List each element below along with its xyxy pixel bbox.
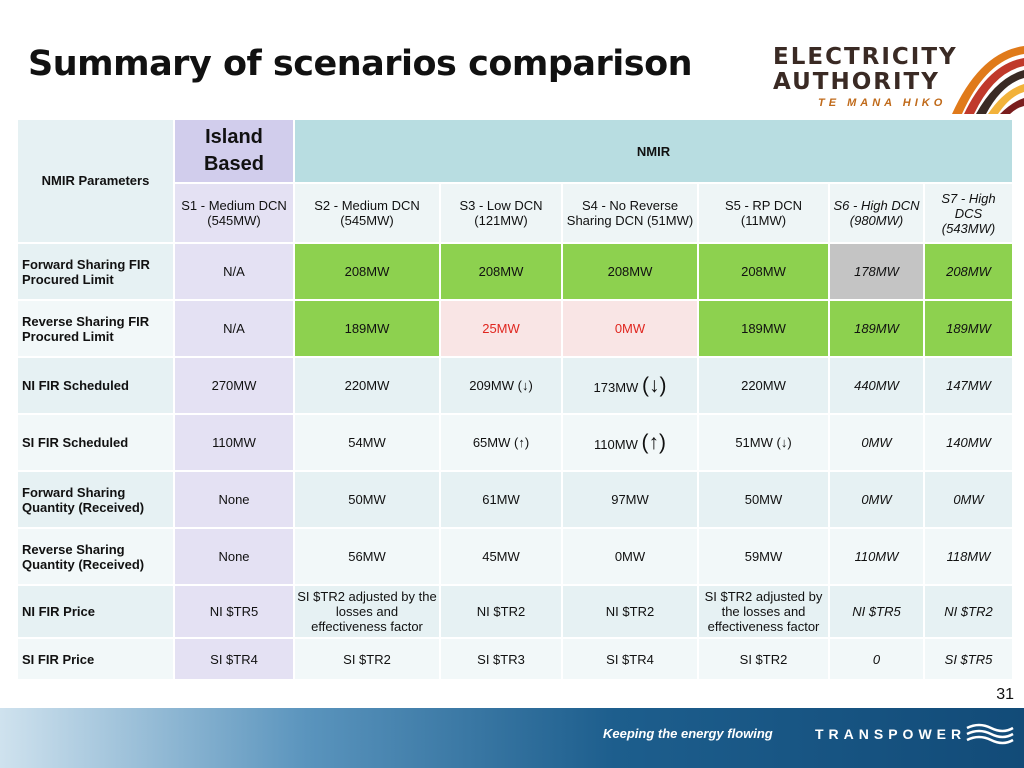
table-cell: 97MW	[561, 470, 699, 529]
row-label: Forward Sharing Quantity (Received)	[16, 470, 175, 529]
table-cell: None	[173, 527, 295, 586]
nmir-parameters-header: NMIR Parameters	[16, 118, 175, 244]
table-cell: 0MW	[561, 527, 699, 586]
table-cell: 140MW	[923, 413, 1014, 472]
table-cell: SI $TR2 adjusted by the losses and effec…	[697, 584, 830, 639]
page-number: 31	[996, 686, 1014, 703]
table-cell: 173MW (↓)	[561, 356, 699, 415]
table-cell: 0MW	[923, 470, 1014, 529]
table-cell: 118MW	[923, 527, 1014, 586]
table-row: Reverse Sharing Quantity (Received) None…	[16, 527, 1014, 586]
scenario-header-s2: S2 - Medium DCN (545MW)	[293, 182, 441, 244]
table-cell: 220MW	[293, 356, 441, 415]
row-label: SI FIR Scheduled	[16, 413, 175, 472]
table-cell: SI $TR3	[439, 637, 563, 681]
table-cell: 25MW	[439, 299, 563, 358]
table-cell: 51MW (↓)	[697, 413, 830, 472]
table-cell: SI $TR4	[561, 637, 699, 681]
table-cell: SI $TR5	[923, 637, 1014, 681]
scenario-header-s3: S3 - Low DCN (121MW)	[439, 182, 563, 244]
table-cell: NI $TR2	[439, 584, 563, 639]
table-row: SI FIR Scheduled 110MW 54MW 65MW (↑) 110…	[16, 413, 1014, 472]
table-cell: 189MW	[697, 299, 830, 358]
table-cell: 147MW	[923, 356, 1014, 415]
table-row: SI FIR Price SI $TR4 SI $TR2 SI $TR3 SI …	[16, 637, 1014, 681]
table-cell: 178MW	[828, 242, 925, 301]
table-cell: SI $TR4	[173, 637, 295, 681]
row-label: NI FIR Price	[16, 584, 175, 639]
table-cell: 110MW	[173, 413, 295, 472]
table-cell: 209MW (↓)	[439, 356, 563, 415]
table-cell: 50MW	[697, 470, 830, 529]
table-cell: NI $TR2	[923, 584, 1014, 639]
table-cell: 0MW	[561, 299, 699, 358]
table-cell: 50MW	[293, 470, 441, 529]
table-row: NI FIR Price NI $TR5 SI $TR2 adjusted by…	[16, 584, 1014, 639]
transpower-wave-icon	[965, 722, 1015, 746]
table-row: Forward Sharing FIR Procured Limit N/A 2…	[16, 242, 1014, 301]
row-label: Reverse Sharing Quantity (Received)	[16, 527, 175, 586]
down-arrow-icon: (↓)	[641, 373, 667, 397]
logo-line-1: ELECTRICITY	[773, 44, 958, 70]
island-based-header: Island Based	[173, 118, 295, 184]
table-row: Reverse Sharing FIR Procured Limit N/A 1…	[16, 299, 1014, 358]
row-label: NI FIR Scheduled	[16, 356, 175, 415]
nmir-header: NMIR	[293, 118, 1014, 184]
electricity-authority-logo: ELECTRICITY AUTHORITY TE MANA HIKO	[770, 42, 1024, 116]
table-cell: 0MW	[828, 413, 925, 472]
table-cell: 59MW	[697, 527, 830, 586]
table-cell: N/A	[173, 242, 295, 301]
table-cell: 65MW (↑)	[439, 413, 563, 472]
table-cell: NI $TR5	[828, 584, 925, 639]
table-cell: 208MW	[923, 242, 1014, 301]
scenarios-table: NMIR Parameters Island Based NMIR S1 - M…	[16, 118, 1014, 681]
transpower-logo-text: TRANSPOWER	[815, 726, 967, 742]
row-label: Forward Sharing FIR Procured Limit	[16, 242, 175, 301]
table-cell: 61MW	[439, 470, 563, 529]
table-row: Forward Sharing Quantity (Received) None…	[16, 470, 1014, 529]
row-label: Reverse Sharing FIR Procured Limit	[16, 299, 175, 358]
table-cell: NI $TR2	[561, 584, 699, 639]
table-cell: 208MW	[293, 242, 441, 301]
table-cell: 0MW	[828, 470, 925, 529]
table-row: NI FIR Scheduled 270MW 220MW 209MW (↓) 1…	[16, 356, 1014, 415]
table-cell: 440MW	[828, 356, 925, 415]
scenario-header-s5: S5 - RP DCN (11MW)	[697, 182, 830, 244]
scenario-header-s7: S7 - High DCS (543MW)	[923, 182, 1014, 244]
table-cell: 189MW	[828, 299, 925, 358]
table-cell: 0	[828, 637, 925, 681]
table-cell: SI $TR2	[697, 637, 830, 681]
table-cell: 208MW	[439, 242, 563, 301]
logo-line-2: AUTHORITY	[773, 69, 940, 95]
table-cell: N/A	[173, 299, 295, 358]
table-cell: SI $TR2 adjusted by the losses and effec…	[293, 584, 441, 639]
table-cell: 208MW	[697, 242, 830, 301]
logo-swoosh-icon	[950, 42, 1024, 114]
scenario-header-row: S1 - Medium DCN (545MW) S2 - Medium DCN …	[17, 182, 1014, 244]
slide-title: Summary of scenarios comparison	[28, 44, 693, 84]
scenario-header-s6: S6 - High DCN (980MW)	[828, 182, 925, 244]
table-cell: 54MW	[293, 413, 441, 472]
row-label: SI FIR Price	[16, 637, 175, 681]
cell-value: 173MW	[593, 379, 639, 395]
scenario-header-s4: S4 - No Reverse Sharing DCN (51MW)	[561, 182, 699, 244]
table-cell: 189MW	[923, 299, 1014, 358]
table-cell: 45MW	[439, 527, 563, 586]
table-cell: 220MW	[697, 356, 830, 415]
table-cell: 110MW	[828, 527, 925, 586]
table-cell: 208MW	[561, 242, 699, 301]
logo-line-3: TE MANA HIKO	[818, 97, 947, 109]
table-cell: None	[173, 470, 295, 529]
table-cell: 56MW	[293, 527, 441, 586]
footer-tagline: Keeping the energy flowing	[603, 726, 773, 741]
cell-value: 110MW	[594, 436, 638, 452]
footer-banner: Keeping the energy flowing TRANSPOWER	[0, 708, 1024, 768]
table-cell: 110MW (↑)	[561, 413, 699, 472]
table-cell: 189MW	[293, 299, 441, 358]
table-cell: NI $TR5	[173, 584, 295, 639]
up-arrow-icon: (↑)	[641, 430, 666, 454]
table-cell: 270MW	[173, 356, 295, 415]
table-cell: SI $TR2	[293, 637, 441, 681]
scenario-header-s1: S1 - Medium DCN (545MW)	[173, 182, 295, 244]
